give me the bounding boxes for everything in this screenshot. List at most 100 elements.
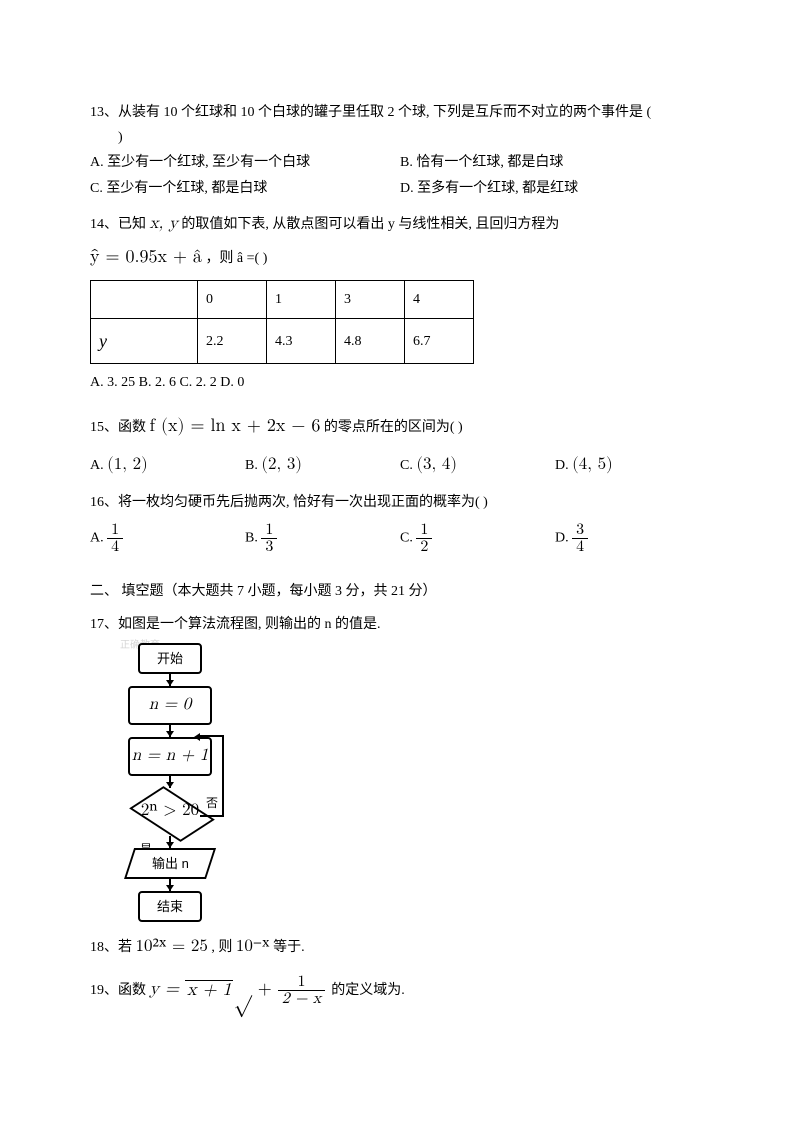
q13-opt-b: B. 恰有一个红球, 都是白球 xyxy=(400,150,710,175)
q19-y: y = xyxy=(150,980,185,998)
q19-a: 19、函数 xyxy=(90,983,146,998)
q18-eq: 10²ˣ = 25 xyxy=(136,938,208,955)
q13-opt-a: A. 至少有一个红球, 至少有一个白球 xyxy=(90,150,400,175)
q19-b: 的定义域为. xyxy=(331,983,405,998)
opt-val: (2, 3) xyxy=(261,456,302,473)
opt-label: C. xyxy=(400,530,413,545)
fraction: 1 2 − x xyxy=(278,974,326,1007)
table-row: y 2.2 4.3 4.8 6.7 xyxy=(91,318,474,363)
fc-output: 输出 n xyxy=(124,848,216,879)
question-19: 19、函数 y = x + 1 √ + 1 2 − x 的定义域为. xyxy=(90,971,710,1011)
q16-opt-c: C. 1 2 xyxy=(400,522,555,555)
fraction: 1 2 xyxy=(416,522,432,555)
fc-start: 开始 xyxy=(138,643,202,674)
question-17: 17、如图是一个算法流程图, 则输出的 n 的值是. 正确教育 开始 n = 0… xyxy=(90,612,710,923)
frac-num: 1 xyxy=(278,974,326,990)
fraction: 1 3 xyxy=(261,522,277,555)
fc-arrow-icon xyxy=(169,836,171,848)
frac-den: 2 − x xyxy=(278,990,326,1007)
flowchart: 正确教育 开始 n = 0 n = n + 1 2ⁿ > 20 否 .fc-lo… xyxy=(110,643,710,922)
question-14: 14、已知 x, y 的取值如下表, 从散点图可以看出 y 与线性相关, 且回归… xyxy=(90,209,710,396)
fc-init-label: n = 0 xyxy=(149,696,191,713)
opt-label: B. xyxy=(245,458,258,473)
fc-arrow-icon xyxy=(169,674,171,686)
q16-opt-a: A. 1 4 xyxy=(90,522,245,555)
opt-val: (4, 5) xyxy=(572,456,613,473)
q17-stem: 17、如图是一个算法流程图, 则输出的 n 的值是. xyxy=(90,612,710,637)
section-2-title: 二、 填空题（本大题共 7 小题，每小题 3 分，共 21 分） xyxy=(90,579,710,604)
cell: 6.7 xyxy=(405,318,474,363)
frac-den: 4 xyxy=(572,538,588,555)
sqrt-inner: x + 1 xyxy=(185,980,233,999)
q18-b: , 则 xyxy=(211,940,232,955)
q16-opt-b: B. 1 3 xyxy=(245,522,400,555)
q14-table: 0 1 3 4 y 2.2 4.3 4.8 6.7 xyxy=(90,280,474,365)
fc-cond: 2ⁿ > 20 xyxy=(130,788,210,836)
q15-stem-a: 15、函数 xyxy=(90,420,146,435)
fraction: 3 4 xyxy=(572,522,588,555)
opt-label: D. xyxy=(555,530,569,545)
fc-arrow-icon xyxy=(169,776,171,788)
frac-num: 1 xyxy=(261,522,277,538)
question-15: 15、函数 f (x) = ln x + 2x − 6 的零点所在的区间为( )… xyxy=(90,410,710,481)
cell: y xyxy=(91,318,198,363)
frac-num: 1 xyxy=(107,522,123,538)
frac-den: 2 xyxy=(416,538,432,555)
table-row: 0 1 3 4 xyxy=(91,280,474,318)
opt-label: A. xyxy=(90,458,104,473)
frac-num: 1 xyxy=(416,522,432,538)
frac-num: 3 xyxy=(572,522,588,538)
q16-stem: 16、将一枚均匀硬币先后抛两次, 恰好有一次出现正面的概率为( ) xyxy=(90,490,710,515)
q19-expr: y = x + 1 √ + 1 2 − x xyxy=(150,980,332,998)
q15-opt-b: B. (2, 3) xyxy=(245,450,400,481)
q13-stem: 13、从装有 10 个红球和 10 个白球的罐子里任取 2 个球, 下列是互斥而… xyxy=(90,100,710,125)
opt-label: B. xyxy=(245,530,258,545)
opt-label: D. xyxy=(555,458,569,473)
q15-stem-b: 的零点所在的区间为( ) xyxy=(324,420,463,435)
q14-eq: ŷ = 0.95x + â xyxy=(90,248,202,266)
fraction: 1 4 xyxy=(107,522,123,555)
q13-opt-c: C. 至少有一个红球, 都是白球 xyxy=(90,176,400,201)
fc-step-label: n = n + 1 xyxy=(132,747,208,764)
q15-opt-c: C. (3, 4) xyxy=(400,450,555,481)
q14-eq-tail: ，则 â =( ) xyxy=(205,251,267,266)
opt-label: C. xyxy=(400,458,413,473)
q13-opt-d: D. 至多有一个红球, 都是红球 xyxy=(400,176,710,201)
cell: 4.8 xyxy=(336,318,405,363)
fc-arrow-icon xyxy=(169,725,171,737)
q14-stem-a: 14、已知 xyxy=(90,217,146,232)
fc-output-label: 输出 n xyxy=(152,852,189,875)
question-16: 16、将一枚均匀硬币先后抛两次, 恰好有一次出现正面的概率为( ) A. 1 4… xyxy=(90,490,710,554)
question-13: 13、从装有 10 个红球和 10 个白球的罐子里任取 2 个球, 下列是互斥而… xyxy=(90,100,710,201)
q15-opt-d: D. (4, 5) xyxy=(555,450,710,481)
question-18: 18、若 10²ˣ = 25 , 则 10⁻ˣ 等于. xyxy=(90,932,710,963)
cell: 2.2 xyxy=(198,318,267,363)
cell: 0 xyxy=(198,280,267,318)
plus: + xyxy=(258,980,278,998)
q16-opt-d: D. 3 4 xyxy=(555,522,710,555)
cell: 4.3 xyxy=(267,318,336,363)
cell xyxy=(91,280,198,318)
q18-rhs: 10⁻ˣ xyxy=(236,938,270,955)
frac-den: 4 xyxy=(107,538,123,555)
cell: 1 xyxy=(267,280,336,318)
fc-no-label: 否 xyxy=(206,793,218,815)
q15-opt-a: A. (1, 2) xyxy=(90,450,245,481)
q18-c: 等于. xyxy=(273,940,305,955)
q14-stem-b: 的取值如下表, 从散点图可以看出 y 与线性相关, 且回归方程为 xyxy=(181,217,559,232)
q14-opts: A. 3. 25 B. 2. 6 C. 2. 2 D. 0 xyxy=(90,370,710,395)
fc-arrow-icon xyxy=(169,879,171,891)
fc-end: 结束 xyxy=(138,891,202,922)
q13-close: ) xyxy=(90,125,710,150)
fc-step: n = n + 1 xyxy=(128,737,212,776)
cell: 3 xyxy=(336,280,405,318)
q15-fn: f (x) = ln x + 2x − 6 xyxy=(150,417,321,435)
q18-a: 18、若 xyxy=(90,940,132,955)
fc-init: n = 0 xyxy=(128,686,212,725)
q14-vars: x, y xyxy=(150,215,178,232)
opt-val: (1, 2) xyxy=(107,456,148,473)
opt-label: A. xyxy=(90,530,104,545)
cell: 4 xyxy=(405,280,474,318)
frac-den: 3 xyxy=(261,538,277,555)
opt-val: (3, 4) xyxy=(416,456,457,473)
